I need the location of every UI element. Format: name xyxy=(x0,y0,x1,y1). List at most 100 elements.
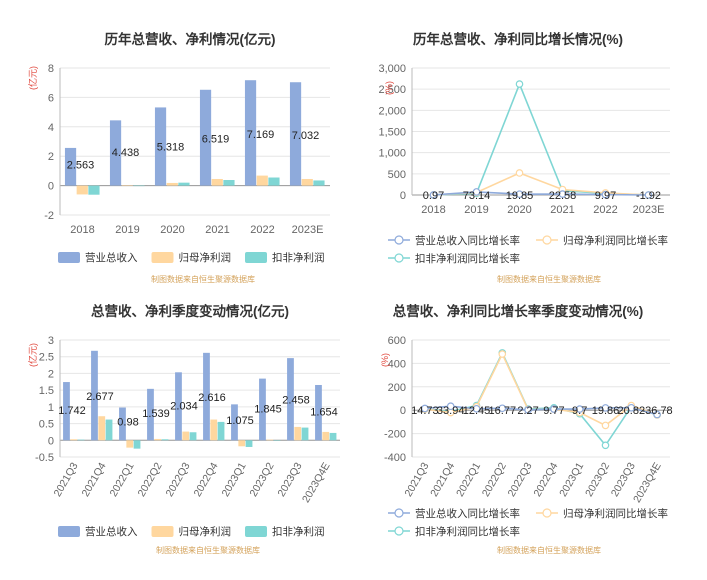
data-label: 7.032 xyxy=(292,130,320,142)
line-point xyxy=(515,80,524,88)
y-tick-label: -400 xyxy=(384,452,406,464)
data-label: 0.98 xyxy=(117,417,138,429)
legend-marker xyxy=(394,508,404,518)
x-tick-label: 2019 xyxy=(464,204,488,216)
bar-revenue xyxy=(231,404,238,441)
y-tick-label: 0 xyxy=(400,190,406,202)
x-tick-label: 2021 xyxy=(550,204,574,216)
x-tick-label: 2021Q4 xyxy=(80,460,109,498)
bar-net-profit xyxy=(126,440,134,448)
x-tick-label: 2022Q3 xyxy=(164,460,193,498)
bar-revenue xyxy=(315,384,322,441)
y-tick-label: 2 xyxy=(48,368,54,380)
bar-revenue xyxy=(203,352,210,441)
y-tick-label: -0.5 xyxy=(35,452,54,464)
data-label: 2.034 xyxy=(170,401,198,413)
line-point xyxy=(429,191,438,199)
chart-quarterly_values: 总营收、净利季度变动情况(亿元) 3 2.5 2 1.5 1 0.5 0 -0.5 (亿元) 1.7… xyxy=(27,303,340,555)
line-point xyxy=(601,190,610,199)
bar-revenue xyxy=(91,350,98,441)
legend-label: 归母净利润 xyxy=(179,251,232,264)
bar-deducted-profit xyxy=(88,185,100,195)
bar-revenue xyxy=(259,378,266,441)
legend-label: 扣非净利润同比增长率 xyxy=(415,252,520,265)
legend-label: 扣非净利润 xyxy=(272,251,325,264)
data-label: 0.97 xyxy=(423,190,444,202)
data-label: 2.27 xyxy=(517,405,538,417)
line-point xyxy=(601,421,610,430)
legend-swatch xyxy=(58,252,80,263)
y-tick-label: 400 xyxy=(388,358,406,370)
x-tick-label: 2021Q3 xyxy=(52,460,81,498)
data-label: 1.654 xyxy=(310,406,338,418)
x-tick-label: 2023Q3 xyxy=(276,460,305,498)
y-tick-label: 2,500 xyxy=(378,84,406,96)
y-tick-label: -200 xyxy=(384,429,406,441)
bar-deducted-profit xyxy=(301,427,309,441)
y-tick-label: 2,000 xyxy=(378,105,406,117)
line-point xyxy=(421,404,429,413)
y-tick-label: 1 xyxy=(48,402,54,414)
bar-revenue xyxy=(199,89,212,186)
bar-deducted-profit xyxy=(313,180,325,186)
x-tick-label: 2022 xyxy=(593,204,617,216)
line-point xyxy=(472,404,481,413)
y-tick-label: 6 xyxy=(48,92,54,104)
line-point xyxy=(550,405,558,413)
bar-revenue xyxy=(64,147,77,186)
bar-net-profit xyxy=(182,431,190,441)
legend-label: 扣非净利润同比增长率 xyxy=(415,525,520,538)
legend-swatch xyxy=(151,526,174,537)
x-tick-label: 2023E xyxy=(633,204,665,216)
line-point xyxy=(558,190,567,198)
y-tick-label: 3,000 xyxy=(378,63,406,75)
x-tick-label: 2022 xyxy=(250,224,274,236)
line-point xyxy=(446,402,455,411)
data-label: 1.539 xyxy=(142,408,170,420)
bar-net-profit xyxy=(256,175,268,186)
bar-net-profit xyxy=(210,419,218,441)
bar-net-profit xyxy=(211,178,223,186)
x-tick-label: 2020 xyxy=(160,224,184,236)
bar-revenue xyxy=(244,80,257,186)
x-tick-label: 2022Q4 xyxy=(192,460,221,498)
data-label: 2.616 xyxy=(198,392,226,404)
bar-deducted-profit xyxy=(189,432,197,441)
bar-revenue xyxy=(63,382,70,441)
x-tick-label: 2023Q4E xyxy=(300,461,333,505)
x-tick-label: 2018 xyxy=(70,224,94,236)
chart-title: 历年总营收、净利情况(亿元) xyxy=(105,31,276,47)
data-label: 73.14 xyxy=(463,190,491,202)
data-label: 6.519 xyxy=(202,133,230,145)
data-label: 19.86 xyxy=(592,405,620,417)
legend-label: 归母净利润 xyxy=(179,525,232,538)
data-label: 19.85 xyxy=(506,190,534,202)
y-tick-label: -2 xyxy=(44,210,54,222)
data-label: 4.438 xyxy=(112,147,140,159)
line-series xyxy=(433,81,649,196)
y-tick-label: 0 xyxy=(48,435,54,447)
bar-net-profit xyxy=(98,416,106,441)
x-tick-label: 2020 xyxy=(507,204,531,216)
bar-revenue xyxy=(154,107,167,186)
bar-net-profit xyxy=(166,182,178,186)
data-label: 1.742 xyxy=(58,405,86,417)
chart-annual_growth: 历年总营收、净利同比增长情况(%) 3,000 2,500 2,000 1,500 1,0… xyxy=(378,31,670,284)
line-point xyxy=(498,350,507,358)
line-point xyxy=(498,404,507,413)
legend-swatch xyxy=(151,252,174,263)
legend-label: 归母净利润同比增长率 xyxy=(563,234,668,247)
line-point xyxy=(601,441,610,450)
line-point xyxy=(644,191,653,199)
legend-marker xyxy=(394,253,404,263)
bar-net-profit xyxy=(301,178,313,186)
bar-deducted-profit xyxy=(245,440,253,447)
line-series xyxy=(424,405,658,416)
data-label: -36.78 xyxy=(641,405,672,417)
legend-label: 营业总收入 xyxy=(85,251,138,264)
y-tick-label: 600 xyxy=(388,335,406,347)
legend-marker xyxy=(394,235,404,245)
bar-revenue xyxy=(175,372,182,441)
bar-deducted-profit xyxy=(133,440,141,449)
